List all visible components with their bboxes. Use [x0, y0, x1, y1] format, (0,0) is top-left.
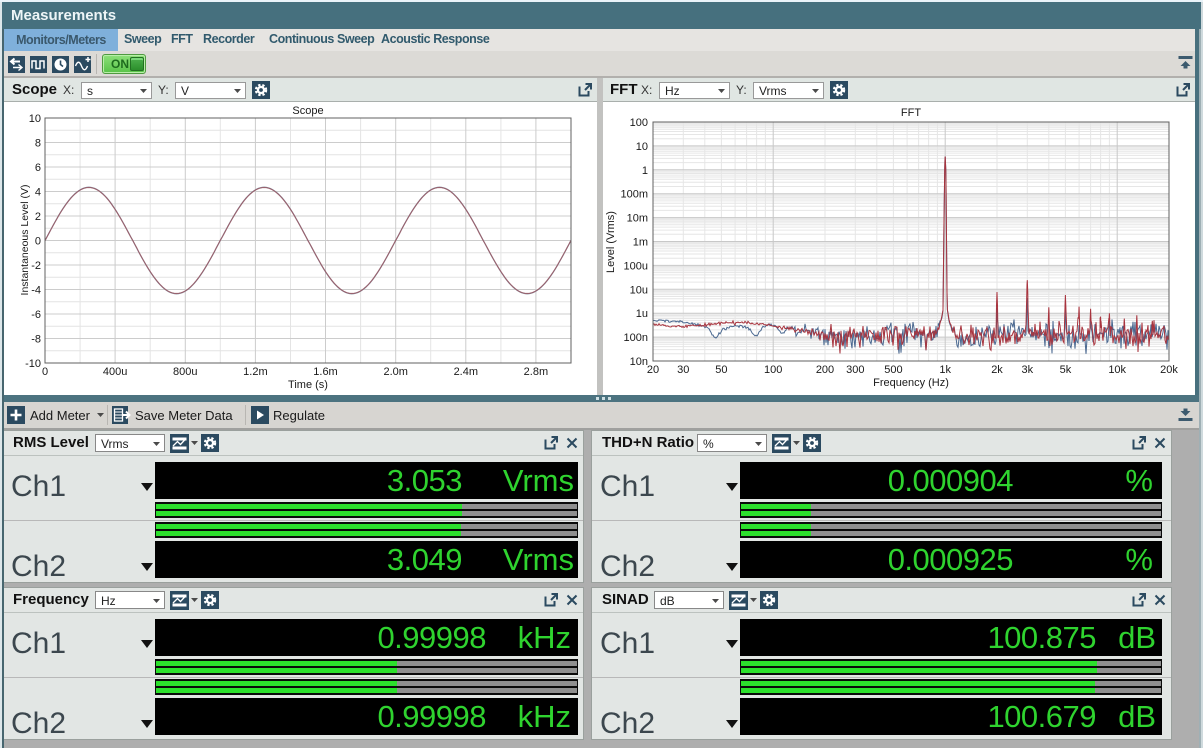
svg-text:Time (s): Time (s) [288, 379, 328, 391]
svg-text:0: 0 [35, 236, 41, 248]
svg-text:100: 100 [630, 117, 648, 129]
svg-text:2.8m: 2.8m [524, 366, 548, 378]
svg-text:2.0m: 2.0m [383, 366, 407, 378]
svg-text:2.4m: 2.4m [454, 366, 478, 378]
svg-text:400u: 400u [103, 366, 127, 378]
svg-text:-8: -8 [31, 334, 41, 346]
svg-text:1k: 1k [939, 364, 951, 376]
svg-text:10m: 10m [627, 213, 648, 225]
svg-text:Level (Vrms): Level (Vrms) [605, 211, 617, 273]
svg-text:1.2m: 1.2m [243, 366, 267, 378]
svg-text:20k: 20k [1160, 364, 1178, 376]
svg-text:6: 6 [35, 162, 41, 174]
svg-text:1: 1 [642, 165, 648, 177]
svg-text:4: 4 [35, 187, 41, 199]
svg-text:100: 100 [764, 364, 782, 376]
svg-text:50: 50 [715, 364, 727, 376]
svg-text:500: 500 [884, 364, 902, 376]
svg-text:0: 0 [42, 366, 48, 378]
svg-text:100u: 100u [624, 260, 648, 272]
svg-text:-4: -4 [31, 285, 41, 297]
svg-text:-2: -2 [31, 260, 41, 272]
svg-text:10n: 10n [630, 356, 648, 368]
svg-text:1u: 1u [636, 308, 648, 320]
svg-text:Frequency (Hz): Frequency (Hz) [873, 377, 949, 389]
svg-text:30: 30 [677, 364, 689, 376]
svg-text:200: 200 [816, 364, 834, 376]
svg-text:8: 8 [35, 138, 41, 150]
svg-text:800u: 800u [173, 366, 197, 378]
svg-text:1.6m: 1.6m [313, 366, 337, 378]
svg-text:1m: 1m [633, 237, 648, 249]
svg-text:100m: 100m [620, 189, 648, 201]
svg-text:Instantaneous Level (V): Instantaneous Level (V) [19, 185, 31, 296]
svg-text:Scope: Scope [292, 105, 323, 117]
svg-text:3k: 3k [1021, 364, 1033, 376]
svg-text:10k: 10k [1108, 364, 1126, 376]
svg-text:10: 10 [636, 141, 648, 153]
svg-text:10u: 10u [630, 284, 648, 296]
svg-text:FFT: FFT [901, 107, 921, 119]
svg-text:-6: -6 [31, 309, 41, 321]
svg-text:100n: 100n [624, 332, 648, 344]
svg-text:-10: -10 [25, 358, 41, 370]
svg-text:5k: 5k [1060, 364, 1072, 376]
svg-text:2: 2 [35, 211, 41, 223]
svg-text:2k: 2k [991, 364, 1003, 376]
svg-text:10: 10 [29, 113, 41, 125]
svg-text:300: 300 [846, 364, 864, 376]
svg-text:20: 20 [647, 364, 659, 376]
